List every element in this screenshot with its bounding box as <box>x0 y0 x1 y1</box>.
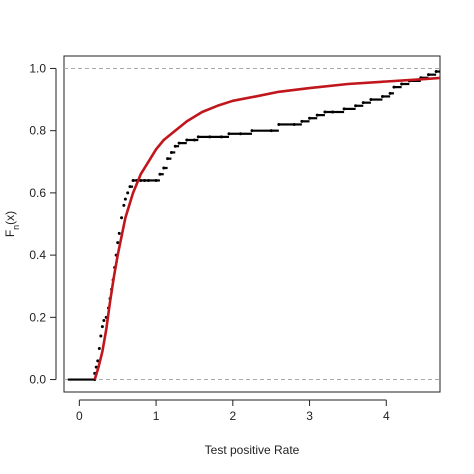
y-tick-label: 0.6 <box>29 186 46 200</box>
ecdf-point <box>122 203 126 207</box>
ecdf-point <box>162 166 166 170</box>
ecdf-point <box>177 141 181 145</box>
ecdf-point <box>361 101 365 105</box>
y-tick-label: 0.2 <box>29 310 46 324</box>
reference-lines <box>64 67 440 381</box>
ecdf-point <box>292 122 296 126</box>
ecdf-point <box>102 318 106 322</box>
ecdf-point <box>117 231 121 235</box>
ecdf-point <box>342 107 346 111</box>
ecdf-point <box>331 110 335 114</box>
ecdf-point <box>185 138 189 142</box>
ecdf-point <box>97 346 101 350</box>
x-axis: 0 1 2 3 4 <box>76 399 390 423</box>
ecdf-point <box>354 104 358 108</box>
ecdf-point <box>169 150 173 154</box>
ecdf-point <box>143 178 147 182</box>
fitted-curve-series <box>93 76 440 380</box>
ecdf-point <box>369 98 373 102</box>
ecdf-point <box>173 144 177 148</box>
fitted-cdf-line <box>93 76 440 380</box>
y-axis-title: Fn(x) <box>3 211 21 237</box>
y-tick-label: 0.4 <box>29 248 46 262</box>
ecdf-point <box>308 116 312 120</box>
ecdf-point <box>426 73 430 77</box>
ecdf-point <box>196 135 200 139</box>
x-tick-label: 0 <box>76 409 83 423</box>
ecdf-point <box>100 325 104 329</box>
y-axis: 0.0 0.2 0.4 0.6 0.8 1.0 <box>29 61 57 387</box>
x-tick-label: 2 <box>229 409 236 423</box>
ecdf-point <box>388 91 392 95</box>
ecdf-point <box>99 334 103 338</box>
ecdf-point <box>139 178 143 182</box>
ecdf-point <box>154 178 158 182</box>
plot-frame <box>63 55 441 393</box>
ecdf-point <box>128 185 132 189</box>
x-tick-label: 1 <box>153 409 160 423</box>
ecdf-point <box>116 241 120 245</box>
ecdf-point <box>380 94 384 98</box>
ecdf-point <box>192 138 196 142</box>
y-tick-label: 0.8 <box>29 124 46 138</box>
ecdf-point <box>250 129 254 133</box>
ecdf-point <box>323 110 327 114</box>
ecdf-point <box>269 129 273 133</box>
ecdf-point <box>219 135 223 139</box>
ecdf-point <box>96 359 100 363</box>
ecdf-point <box>434 70 438 74</box>
ecdf-point <box>315 113 319 117</box>
ecdf-point <box>120 216 124 220</box>
ecdf-point <box>208 135 212 139</box>
x-tick-label: 4 <box>383 409 390 423</box>
ecdf-point <box>227 132 231 136</box>
ecdf-point <box>126 191 130 195</box>
ecdf-point <box>400 82 404 86</box>
plot-area <box>63 55 441 393</box>
y-tick-label: 0.0 <box>29 373 46 387</box>
y-tick-label: 1.0 <box>29 61 46 75</box>
ecdf-point <box>166 157 170 161</box>
x-axis-title: Test positive Rate <box>205 443 300 457</box>
ecdf-point <box>131 178 135 182</box>
ecdf-point <box>123 197 127 201</box>
ecdf-point <box>277 122 281 126</box>
ecdf-point <box>392 85 396 89</box>
ecdf-point <box>146 178 150 182</box>
ecdf-point <box>300 119 304 123</box>
ecdf-point <box>238 132 242 136</box>
ecdf-point <box>158 172 162 176</box>
x-tick-label: 3 <box>306 409 313 423</box>
